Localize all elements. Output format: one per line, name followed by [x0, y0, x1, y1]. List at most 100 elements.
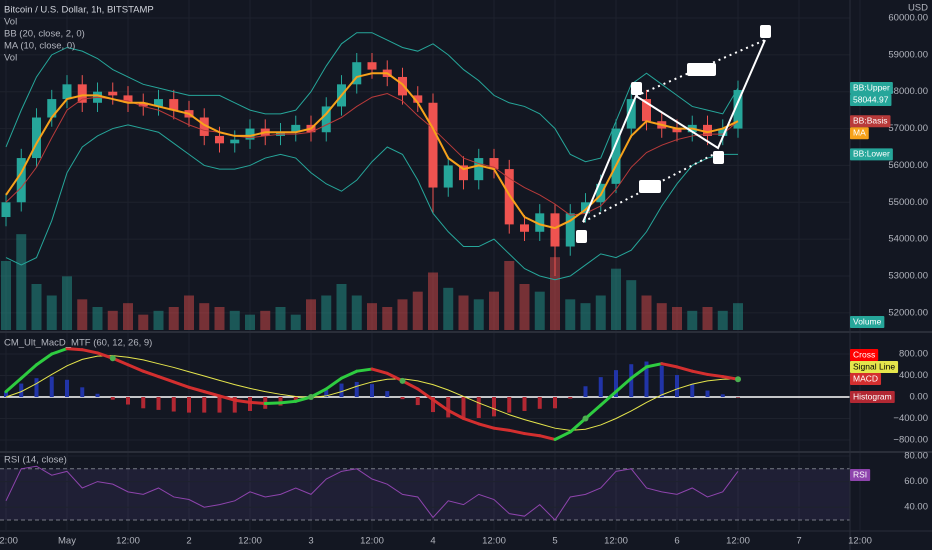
candle-body — [245, 128, 255, 140]
handle — [713, 151, 724, 164]
histogram-bar — [461, 397, 466, 420]
tag-label: BB:Lower — [853, 149, 890, 159]
handle — [631, 82, 642, 95]
histogram-bar — [49, 376, 54, 398]
volume-bar — [138, 314, 149, 330]
line — [5, 355, 739, 431]
candle-body — [581, 202, 590, 214]
volume-bar — [1, 261, 11, 330]
candle-body — [16, 158, 26, 203]
volume-bar — [367, 303, 377, 330]
tag-label: MACD — [853, 373, 878, 383]
volume-bar — [733, 303, 743, 330]
tag — [850, 349, 879, 361]
macd-segment — [538, 434, 557, 441]
tag — [850, 373, 882, 385]
x-tick-label: 12:00 — [848, 536, 872, 547]
volume-bar — [504, 261, 515, 330]
line — [5, 124, 738, 281]
candle-body — [108, 91, 118, 96]
histogram-bar — [95, 393, 100, 398]
macd-segment — [324, 376, 343, 391]
macd-segment — [4, 376, 23, 394]
volume-bar — [153, 310, 164, 330]
cross-dot — [399, 377, 406, 384]
y-tick-label: −800.00 — [893, 435, 928, 446]
candle-body — [474, 158, 484, 181]
cross-dot — [582, 415, 589, 422]
volume-bar — [336, 284, 347, 330]
histogram-bar — [644, 361, 649, 398]
macd-segment — [523, 432, 542, 438]
histogram-bar — [171, 397, 176, 412]
tag — [850, 127, 869, 140]
histogram-bar — [736, 397, 740, 398]
tag-label: RSI — [853, 469, 867, 479]
volume-bar — [199, 303, 210, 330]
histogram-bar — [324, 390, 329, 398]
macd-segment — [19, 363, 38, 380]
y-tick-label: 0.00 — [910, 392, 929, 403]
x-tick-label: 12:00 — [360, 536, 384, 547]
histogram-bar — [446, 397, 451, 418]
y-tick-label: 400.00 — [899, 370, 928, 381]
x-tick-label: 5 — [552, 536, 557, 547]
volume-bar — [229, 310, 240, 330]
indicator-label: MA (10, close, 0) — [4, 41, 75, 52]
x-tick-label: 4 — [430, 536, 435, 547]
candle-body — [733, 90, 743, 129]
candle-body — [504, 169, 514, 225]
histogram-bar — [507, 397, 512, 413]
volume-bar — [565, 299, 576, 330]
candle-body — [428, 102, 438, 188]
macd-segment — [690, 369, 709, 376]
candle-body — [520, 224, 529, 232]
histogram-bar — [720, 394, 725, 398]
candle-body — [367, 62, 377, 70]
candle-body — [352, 62, 362, 85]
tag — [850, 148, 893, 161]
volume-bar — [687, 310, 698, 330]
macd-segment — [462, 417, 481, 426]
histogram-bar — [659, 365, 664, 398]
candle-body — [718, 128, 728, 136]
histogram-bar — [34, 378, 39, 398]
y-tick-label: −400.00 — [893, 413, 928, 424]
volume-bar — [717, 310, 728, 330]
candle-body — [154, 99, 163, 107]
volume-bar — [458, 295, 469, 330]
volume-bar — [306, 299, 316, 330]
macd-segment — [80, 348, 99, 355]
histogram-bar — [583, 386, 588, 398]
macd-segment — [141, 369, 160, 379]
volume-bar — [321, 295, 332, 330]
cross-dot — [308, 394, 314, 401]
macd-segment — [279, 399, 298, 405]
tag — [850, 94, 892, 107]
volume-bar — [77, 299, 88, 330]
candle-body — [626, 99, 636, 129]
volume-bar — [397, 299, 408, 330]
histogram-bar — [431, 397, 435, 413]
labels: Bitcoin / U.S. Dollar, 1h, BITSTAMP Vol … — [4, 3, 928, 466]
y-tick-label: 80.00 — [904, 450, 928, 461]
volume-bar — [16, 234, 27, 330]
x-tick-label: 7 — [796, 536, 801, 547]
macd-segment — [126, 363, 145, 373]
candle-body — [291, 124, 301, 133]
candle-body — [77, 84, 87, 103]
y-tick-label: 59000.00 — [888, 49, 928, 60]
histogram-bar — [248, 397, 252, 411]
histogram-bar — [217, 397, 222, 413]
tag — [850, 316, 885, 328]
y-tick-label: 52000.00 — [888, 307, 928, 318]
macd-segment — [492, 426, 511, 432]
handle — [576, 230, 587, 243]
tag-label: 58044.97 — [853, 94, 889, 104]
volume-bar — [92, 307, 103, 330]
line — [5, 93, 739, 216]
drawing-pattern — [582, 39, 766, 223]
macd-segment — [477, 422, 496, 430]
macd-segment — [233, 398, 252, 404]
histogram-bar — [385, 391, 390, 398]
